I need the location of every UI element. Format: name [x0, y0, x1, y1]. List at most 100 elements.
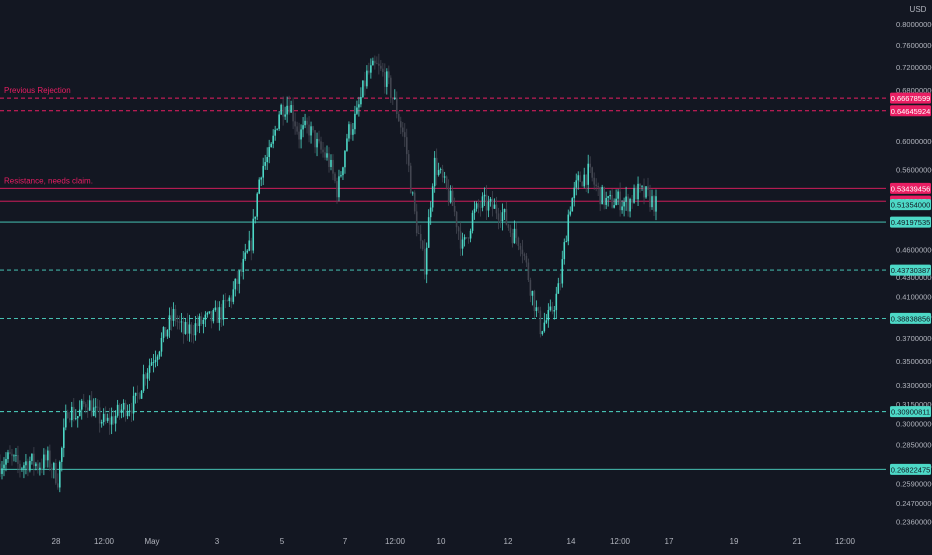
candle-body	[90, 400, 93, 416]
candle-body	[47, 450, 49, 461]
candle-body	[441, 169, 444, 178]
candle-body	[29, 460, 31, 471]
time-tick-label: 7	[343, 537, 348, 546]
price-tick-label: 0.23600000	[896, 518, 932, 527]
candle-body	[124, 402, 127, 417]
candle-body	[378, 63, 380, 66]
candle-body	[651, 196, 653, 208]
candle-body	[112, 416, 115, 424]
candle-body	[505, 209, 508, 225]
candle-body	[216, 307, 219, 323]
candle-body	[114, 415, 117, 424]
candle-body	[499, 219, 502, 222]
candle-body	[118, 404, 121, 414]
candle-body	[49, 450, 51, 468]
currency-label: USD	[910, 5, 927, 14]
candle-body	[519, 245, 522, 250]
price-badge	[890, 216, 931, 228]
candle-body	[533, 290, 536, 312]
candle-body	[324, 152, 326, 158]
candle-body	[74, 418, 77, 420]
candle-body	[64, 412, 67, 428]
candle-body	[561, 259, 564, 284]
candle-body	[250, 240, 253, 251]
candle-body	[19, 463, 21, 469]
candle-body	[366, 70, 368, 87]
candle-body	[96, 406, 99, 408]
candle-body	[328, 153, 330, 167]
candle-body	[567, 214, 570, 242]
candle-body	[276, 128, 278, 130]
time-tick-label: 17	[665, 537, 674, 546]
candle-body	[66, 412, 69, 419]
candle-body	[515, 228, 518, 238]
candle-body	[198, 316, 201, 327]
candle-body	[340, 175, 342, 177]
horizontal-levels[interactable]: Previous Rejection Resistance, needs clai…	[0, 86, 886, 470]
candle-body	[457, 227, 460, 232]
candle-body	[413, 192, 416, 212]
candle-body	[1, 468, 3, 474]
candle-body	[382, 68, 384, 73]
candle-body	[196, 323, 199, 327]
candle-body	[609, 194, 611, 197]
candle-body	[266, 157, 268, 163]
candle-body	[637, 183, 639, 200]
candle-body	[521, 249, 524, 255]
candle-body	[344, 150, 346, 168]
candle-body	[27, 461, 29, 471]
candle-body	[356, 107, 358, 114]
candle-body	[551, 306, 554, 312]
candle-body	[397, 114, 400, 122]
candle-body	[290, 105, 292, 113]
candle-body	[571, 198, 574, 212]
candle-body	[306, 120, 308, 125]
candle-body	[445, 176, 448, 188]
candle-body	[443, 176, 446, 178]
candle-body	[384, 72, 386, 87]
candle-body	[392, 98, 394, 100]
candle-body	[376, 63, 378, 65]
candle-body	[627, 196, 629, 212]
price-tick-label: 0.60000000	[896, 137, 932, 146]
level-annotation: Previous Rejection	[4, 86, 71, 95]
candle-body	[390, 77, 392, 99]
candle-body	[511, 232, 514, 244]
price-tick-label: 0.80000000	[896, 20, 932, 29]
candle-body	[270, 143, 272, 148]
candle-body	[643, 186, 645, 198]
candle-body	[370, 65, 372, 73]
candle-body	[148, 365, 151, 373]
candle-body	[350, 124, 352, 135]
candle-body	[15, 455, 17, 456]
candle-body	[611, 194, 613, 208]
candle-body	[417, 233, 420, 235]
candle-body	[603, 186, 605, 205]
candle-body	[629, 198, 631, 212]
candle-body	[399, 121, 402, 128]
candle-body	[258, 179, 261, 194]
candle-body	[178, 321, 181, 323]
time-axis[interactable]: 28 12:00 May 3 5 7 12:00 10 12 14 12:00 17 19 21 12:00	[52, 537, 856, 546]
candle-body	[535, 307, 538, 312]
candle-body	[322, 149, 324, 153]
candle-body	[455, 211, 458, 228]
candle-body	[230, 297, 233, 302]
candle-body	[358, 104, 360, 108]
candle-body	[407, 154, 410, 166]
candle-body	[318, 138, 320, 142]
candle-body	[142, 374, 145, 391]
price-tick-label: 0.25900000	[896, 480, 932, 489]
candle-body	[342, 167, 344, 176]
candle-body	[240, 270, 243, 272]
candle-body	[152, 362, 155, 363]
candle-body	[138, 393, 141, 399]
price-badge	[890, 92, 931, 104]
candle-body	[254, 216, 257, 219]
candle-body	[517, 237, 520, 246]
candle-body	[380, 65, 382, 69]
candle-body	[262, 165, 264, 178]
candle-body	[146, 372, 149, 379]
